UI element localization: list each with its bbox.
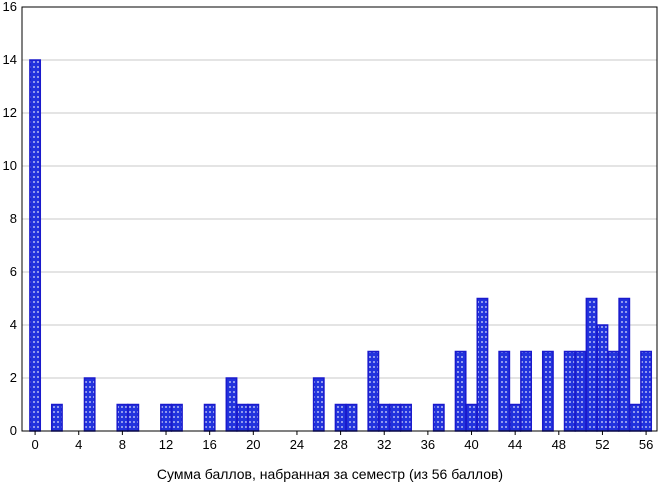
bar — [432, 403, 445, 432]
bar — [160, 403, 172, 432]
bar — [367, 350, 380, 432]
bar — [29, 59, 42, 432]
bar — [170, 403, 183, 432]
bar — [498, 350, 511, 432]
x-tick-label: 44 — [508, 437, 522, 452]
x-tick-label: 12 — [159, 437, 173, 452]
x-tick-label: 20 — [246, 437, 260, 452]
bar — [116, 403, 129, 432]
bar — [236, 403, 249, 432]
bar — [541, 350, 554, 432]
bar — [127, 403, 140, 432]
plot-frame — [21, 6, 658, 432]
y-tick-label: 2 — [10, 370, 17, 385]
x-tick-label: 40 — [464, 437, 478, 452]
x-tick-label: 28 — [333, 437, 347, 452]
bar — [400, 403, 412, 432]
bar — [563, 350, 576, 432]
bar — [247, 403, 260, 432]
bar — [83, 377, 96, 432]
x-tick-label: 56 — [639, 437, 653, 452]
bar — [629, 403, 642, 432]
bar — [585, 297, 598, 432]
x-tick-label: 0 — [31, 437, 38, 452]
x-tick-label: 4 — [75, 437, 82, 452]
bar — [607, 350, 620, 432]
y-tick-label: 10 — [3, 158, 17, 173]
x-axis-label: Сумма баллов, набранная за семестр (из 5… — [156, 466, 504, 482]
y-tick-label: 14 — [3, 52, 17, 67]
x-tick-label: 8 — [119, 437, 126, 452]
bar — [389, 403, 402, 432]
bar — [618, 297, 631, 432]
bar — [203, 403, 216, 432]
bar — [509, 403, 522, 432]
bar — [225, 377, 238, 432]
x-tick-label: 36 — [421, 437, 435, 452]
y-tick-label: 12 — [3, 105, 17, 120]
bar — [334, 403, 347, 432]
x-tick-label: 16 — [202, 437, 216, 452]
bar — [312, 377, 325, 432]
y-tick-label: 16 — [3, 0, 17, 14]
grid-lines — [22, 59, 657, 379]
bar — [596, 324, 609, 432]
bar — [574, 350, 587, 432]
y-tick-label: 6 — [10, 264, 17, 279]
x-tick-label: 24 — [290, 437, 304, 452]
y-tick-label: 4 — [10, 317, 17, 332]
x-tick-label: 48 — [552, 437, 566, 452]
bars — [29, 59, 653, 432]
x-tick-label: 32 — [377, 437, 391, 452]
y-tick-label: 0 — [10, 423, 17, 438]
bar — [345, 403, 358, 432]
bar — [520, 350, 533, 432]
bar — [378, 403, 391, 432]
bar — [465, 403, 478, 432]
x-tick-label: 52 — [595, 437, 609, 452]
bar — [640, 350, 653, 432]
y-tick-label: 8 — [10, 211, 17, 226]
bar — [50, 403, 63, 432]
bar — [454, 350, 467, 432]
bar — [476, 297, 489, 432]
